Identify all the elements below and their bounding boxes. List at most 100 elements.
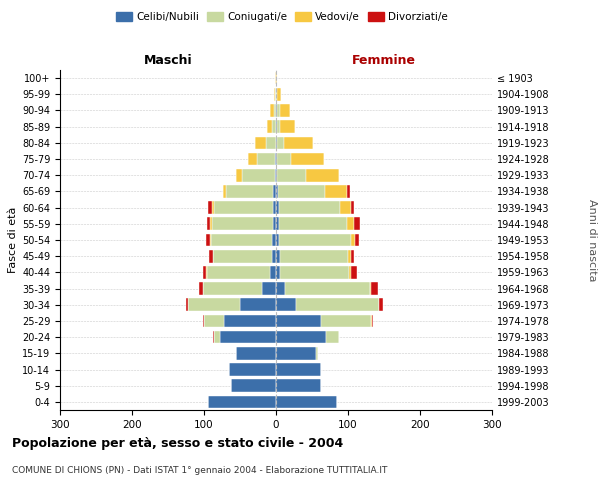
Bar: [280, 104, 290, 117]
Bar: [199, 282, 203, 295]
Bar: [279, 202, 340, 214]
Bar: [351, 266, 356, 278]
Bar: [371, 282, 378, 295]
Bar: [275, 169, 276, 181]
Bar: [214, 250, 272, 262]
Bar: [276, 136, 277, 149]
Bar: [355, 218, 360, 230]
Bar: [276, 218, 279, 230]
Text: Femmine: Femmine: [352, 54, 416, 67]
Bar: [371, 314, 372, 328]
Bar: [340, 202, 351, 214]
Bar: [214, 202, 273, 214]
Legend: Celibi/Nubili, Coniugati/e, Vedovi/e, Divorziati/e: Celibi/Nubili, Coniugati/e, Vedovi/e, Di…: [112, 8, 452, 26]
Bar: [266, 136, 276, 149]
Bar: [291, 152, 323, 166]
Bar: [276, 282, 284, 295]
Bar: [240, 298, 276, 311]
Bar: [275, 152, 276, 166]
Bar: [280, 250, 348, 262]
Bar: [211, 234, 272, 246]
Bar: [226, 185, 273, 198]
Bar: [276, 314, 320, 328]
Bar: [277, 104, 280, 117]
Bar: [262, 282, 276, 295]
Bar: [188, 298, 240, 311]
Bar: [277, 120, 280, 133]
Bar: [351, 202, 355, 214]
Bar: [349, 266, 351, 278]
Bar: [284, 136, 313, 149]
Bar: [209, 250, 212, 262]
Text: Anni di nascita: Anni di nascita: [587, 198, 597, 281]
Bar: [351, 234, 355, 246]
Bar: [270, 104, 274, 117]
Bar: [208, 202, 212, 214]
Bar: [276, 363, 320, 376]
Bar: [279, 218, 347, 230]
Text: Maschi: Maschi: [143, 54, 193, 67]
Bar: [206, 234, 210, 246]
Bar: [214, 331, 220, 344]
Bar: [370, 282, 371, 295]
Bar: [272, 120, 276, 133]
Text: COMUNE DI CHIONS (PN) - Dati ISTAT 1° gennaio 2004 - Elaborazione TUTTITALIA.IT: COMUNE DI CHIONS (PN) - Dati ISTAT 1° ge…: [12, 466, 388, 475]
Bar: [277, 152, 291, 166]
Bar: [280, 120, 295, 133]
Bar: [257, 152, 275, 166]
Bar: [351, 250, 355, 262]
Bar: [212, 202, 214, 214]
Bar: [296, 298, 379, 311]
Bar: [272, 250, 276, 262]
Bar: [306, 169, 338, 181]
Bar: [276, 152, 277, 166]
Text: Popolazione per età, sesso e stato civile - 2004: Popolazione per età, sesso e stato civil…: [12, 438, 343, 450]
Bar: [276, 88, 277, 101]
Bar: [276, 72, 277, 85]
Bar: [273, 202, 276, 214]
Bar: [186, 298, 188, 311]
Bar: [211, 218, 212, 230]
Bar: [236, 169, 242, 181]
Bar: [208, 396, 276, 408]
Bar: [274, 104, 276, 117]
Bar: [272, 234, 276, 246]
Bar: [207, 218, 211, 230]
Bar: [273, 218, 276, 230]
Bar: [203, 314, 204, 328]
Bar: [320, 314, 371, 328]
Bar: [347, 218, 355, 230]
Bar: [276, 347, 316, 360]
Bar: [276, 202, 279, 214]
Bar: [232, 380, 276, 392]
Bar: [275, 72, 276, 85]
Bar: [220, 331, 276, 344]
Bar: [277, 169, 306, 181]
Bar: [229, 363, 276, 376]
Bar: [255, 136, 266, 149]
Bar: [273, 185, 276, 198]
Bar: [280, 266, 349, 278]
Bar: [212, 250, 214, 262]
Bar: [277, 136, 284, 149]
Bar: [248, 152, 257, 166]
Bar: [203, 266, 206, 278]
Bar: [276, 234, 279, 246]
Bar: [326, 331, 340, 344]
Bar: [276, 169, 277, 181]
Bar: [355, 234, 359, 246]
Bar: [236, 347, 276, 360]
Y-axis label: Fasce di età: Fasce di età: [8, 207, 18, 273]
Bar: [203, 282, 262, 295]
Bar: [379, 298, 383, 311]
Bar: [316, 347, 319, 360]
Bar: [242, 169, 275, 181]
Bar: [284, 282, 370, 295]
Bar: [276, 380, 320, 392]
Bar: [347, 185, 350, 198]
Bar: [348, 250, 351, 262]
Bar: [212, 218, 273, 230]
Bar: [276, 396, 337, 408]
Bar: [325, 185, 347, 198]
Bar: [204, 314, 224, 328]
